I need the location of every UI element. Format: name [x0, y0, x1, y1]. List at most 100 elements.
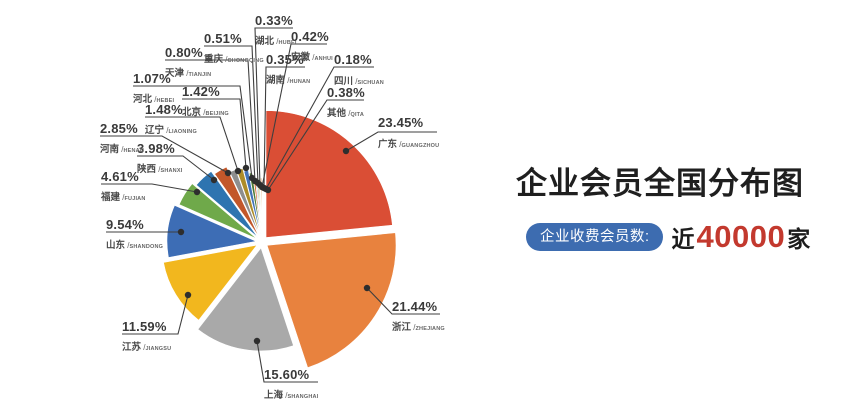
- leader-line-anhui: [261, 43, 327, 188]
- count-prefix: 近: [671, 226, 695, 252]
- province-name-cn: 河南: [100, 144, 120, 155]
- leader-line-jiangsu: [122, 294, 189, 335]
- leader-dot-liaoning: [234, 167, 242, 175]
- province-name-en: TIANJIN: [188, 72, 212, 78]
- name-separator: /: [201, 108, 206, 117]
- province-name-en: HUNAN: [289, 79, 311, 85]
- name-separator: /: [310, 53, 315, 62]
- pie-label-name: 天津 /TIANJIN: [165, 63, 258, 81]
- member-count-badge: 企业收费会员数:: [526, 222, 663, 252]
- leader-line-shanxi: [137, 155, 215, 181]
- pie-label-percent: 0.38%: [327, 85, 365, 100]
- member-count-value: 40000: [696, 219, 786, 254]
- name-separator: /: [152, 95, 157, 104]
- leader-dot-henan: [224, 169, 232, 177]
- name-separator: /: [411, 323, 416, 332]
- province-name-cn: 辽宁: [145, 125, 165, 136]
- leader-line-tianjin: [165, 59, 256, 182]
- pie-label-percent: 1.48%: [145, 102, 183, 117]
- leader-line-hubei: [254, 27, 293, 186]
- leader-line-qita: [267, 99, 364, 191]
- pie-label-name: 其他 /QITA: [327, 103, 374, 121]
- province-name-en: HUBEI: [278, 40, 297, 46]
- province-name-en: HEBEI: [156, 98, 175, 104]
- pie-label-name: 福建 /FUJIAN: [101, 187, 162, 205]
- pie-label-shandong: 9.54% 山东 /SHANDONG: [106, 218, 182, 253]
- leader-line-hunan: [263, 66, 305, 189]
- leader-line-beijing: [182, 98, 247, 169]
- pie-label-name: 北京 /BEIJING: [182, 102, 250, 120]
- province-name-en: QITA: [350, 112, 364, 118]
- pie-label-percent: 0.33%: [255, 13, 293, 28]
- pie-slice-shanxi[interactable]: [195, 170, 259, 238]
- province-name-cn: 湖北: [255, 36, 275, 47]
- province-name-cn: 重庆: [204, 54, 224, 65]
- pie-slice-zhejiang[interactable]: [266, 232, 397, 369]
- pie-label-name: 四川 /SICHUAN: [334, 71, 384, 89]
- pie-label-percent: 23.45%: [378, 115, 424, 130]
- pie-label-percent: 15.60%: [264, 367, 310, 382]
- pie-label-percent: 11.59%: [122, 319, 167, 334]
- pie-label-percent: 1.07%: [133, 71, 171, 86]
- leader-line-liaoning: [145, 116, 239, 172]
- pie-slice-henan[interactable]: [214, 166, 260, 237]
- leader-line-hebei: [133, 85, 253, 179]
- name-separator: /: [353, 77, 358, 86]
- province-name-cn: 上海: [264, 390, 284, 401]
- pie-label-percent: 0.51%: [204, 31, 242, 46]
- province-name-en: SICHUAN: [357, 80, 384, 86]
- pie-label-anhui: 0.42% 安徽 /ANHUI: [291, 30, 337, 65]
- pie-label-liaoning: 1.48% 辽宁 /LIAONING: [145, 103, 230, 138]
- pie-slice-fujian[interactable]: [178, 183, 258, 240]
- province-name-en: ANHUI: [314, 56, 333, 62]
- pie-slice-tianjin[interactable]: [248, 172, 262, 237]
- leader-line-zhejiang: [366, 287, 440, 315]
- pie-label-name: 重庆 /CHONGQING: [204, 49, 264, 67]
- pie-label-name: 安徽 /ANHUI: [291, 47, 337, 65]
- leader-line-chongqing: [204, 45, 259, 184]
- pie-label-name: 辽宁 /LIAONING: [145, 120, 230, 138]
- province-name-en: SHANGHAI: [287, 394, 319, 400]
- pie-label-name: 河南 /HENAN: [100, 139, 172, 157]
- province-name-en: SHANDONG: [129, 244, 164, 250]
- pie-label-hubei: 0.33% 湖北 /HUBEI: [255, 14, 303, 49]
- pie-slice-shanghai[interactable]: [197, 247, 294, 352]
- name-separator: /: [164, 126, 169, 135]
- pie-label-percent: 3.98%: [137, 141, 175, 156]
- pie-label-hunan: 0.35% 湖南 / HUNAN: [266, 53, 315, 88]
- pie-label-guangzhou: 23.45% 广东 /GUANGZHOU: [378, 116, 447, 152]
- leader-dot-jiangsu: [184, 291, 192, 299]
- pie-label-percent: 1.42%: [182, 84, 220, 99]
- province-name-en: FUJIAN: [124, 196, 146, 202]
- pie-label-percent: 0.80%: [165, 45, 203, 60]
- leader-dot-fujian: [193, 188, 201, 196]
- pie-label-qita: 0.38% 其他 /QITA: [327, 86, 374, 121]
- pie-slice-guangzhou[interactable]: [265, 110, 393, 238]
- province-name-cn: 四川: [334, 76, 354, 87]
- province-name-en: GUANGZHOU: [401, 143, 440, 149]
- name-separator: /: [274, 37, 279, 46]
- pie-label-name: 上海 /SHANGHAI: [264, 385, 328, 403]
- pie-label-shanghai: 15.60% 上海 /SHANGHAI: [264, 368, 328, 403]
- leader-dot-qita: [264, 186, 272, 194]
- province-name-en: CHONGQING: [227, 58, 264, 64]
- leader-dot-shanghai: [253, 337, 261, 345]
- pie-label-percent: 0.35%: [266, 52, 304, 67]
- province-name-cn: 湖南: [266, 75, 286, 86]
- name-separator: /: [120, 193, 125, 202]
- province-name-cn: 广东: [378, 139, 398, 150]
- pie-label-name: 江苏 /JIANGSU: [122, 337, 188, 355]
- province-name-cn: 天津: [165, 68, 185, 79]
- pie-slice-shandong[interactable]: [166, 204, 258, 258]
- pie-label-sichuan: 0.18% 四川 /SICHUAN: [334, 53, 384, 89]
- pie-label-percent: 0.18%: [334, 52, 372, 67]
- province-name-en: BEIJING: [205, 111, 229, 117]
- pie-slice-qita[interactable]: [260, 177, 263, 237]
- pie-label-tianjin: 0.80% 天津 /TIANJIN: [165, 46, 258, 81]
- province-name-cn: 江苏: [122, 342, 142, 353]
- pie-label-name: 河北 /HEBEI: [133, 89, 250, 107]
- province-name-en: ZHEJIANG: [415, 326, 445, 332]
- member-count-row: 企业收费会员数: 近 40000 家: [526, 219, 810, 255]
- leader-dot-shandong: [177, 228, 185, 236]
- province-name-cn: 浙江: [392, 322, 412, 333]
